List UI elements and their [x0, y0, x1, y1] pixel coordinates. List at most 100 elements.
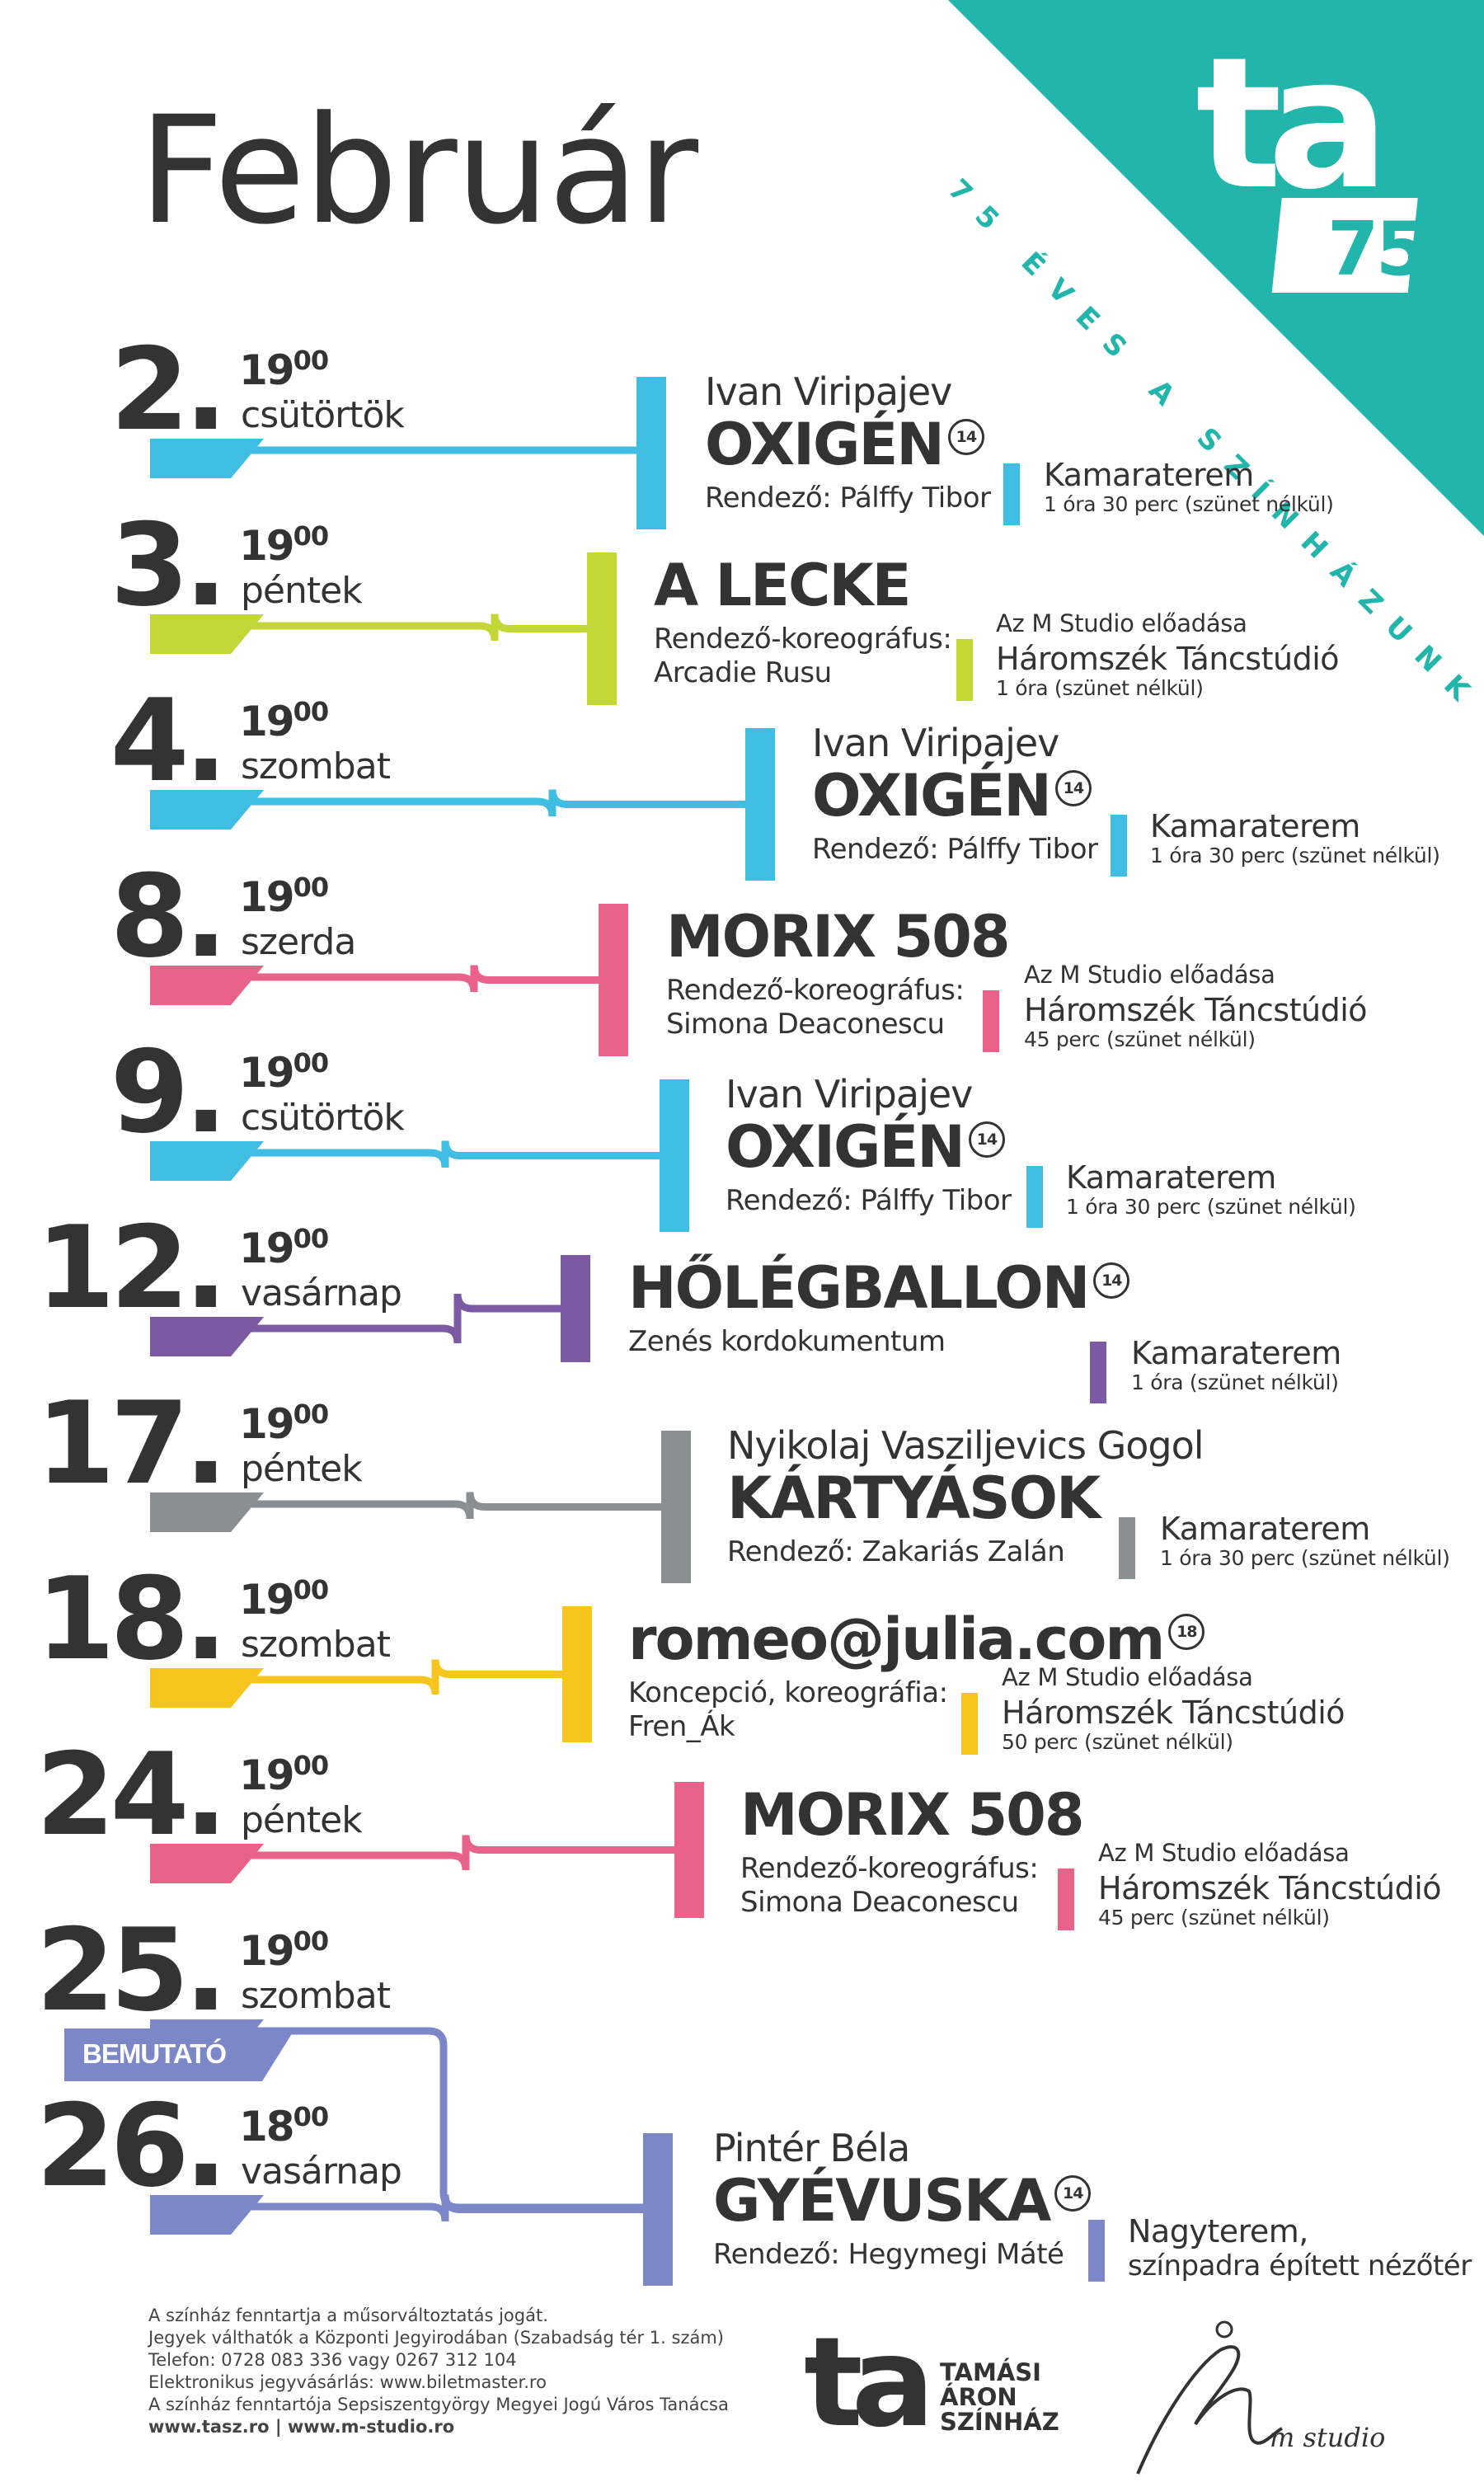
venue-name: Kamaraterem — [1044, 457, 1254, 493]
event-time: 1900 — [239, 874, 329, 918]
director-line: Rendező: Hegymegi Máté — [713, 2238, 1064, 2271]
day-number: 26. — [35, 2080, 228, 2212]
footer-line: A színház fenntartja a műsorváltoztatás … — [148, 2306, 548, 2325]
director-line: Arcadie Rusu — [654, 656, 832, 689]
day-number: 12. — [35, 1201, 228, 1334]
premiere-connector — [247, 2027, 643, 2212]
premiere-tag-shape — [64, 2028, 295, 2081]
weekday: szombat — [241, 745, 391, 787]
play-author: Pintér Béla — [713, 2126, 910, 2170]
time-hour: 19 — [239, 522, 295, 570]
director-line: Rendező: Pálffy Tibor — [812, 833, 1098, 866]
weekday: szerda — [241, 921, 356, 963]
premiere-tag: BEMUTATÓ — [82, 2038, 227, 2069]
venue-company: Az M Studio előadása — [996, 609, 1247, 637]
date-tab — [150, 1844, 264, 1883]
play-title-text: OXIGÉN — [705, 411, 945, 478]
weekday: péntek — [241, 1448, 363, 1490]
play-title-text: MORIX 508 — [666, 903, 1011, 971]
teal-corner-banner — [948, 0, 1484, 536]
play-title: MORIX 508 — [666, 908, 1011, 966]
weekday: szombat — [241, 1975, 391, 2017]
venue-bar — [1003, 463, 1020, 525]
event-time: 1900 — [239, 698, 329, 745]
play-author: Ivan Viripajev — [726, 1072, 973, 1116]
venue-bar — [956, 639, 973, 701]
venue-name: Háromszék Táncstúdió — [1024, 992, 1368, 1028]
venue-name: Nagyterem, — [1128, 2213, 1308, 2249]
director-line: Zenés kordokumentum — [628, 1325, 946, 1358]
time-hour: 19 — [239, 698, 295, 745]
age-rating-badge: 14 — [947, 419, 984, 455]
play-title: OXIGÉN 14 — [726, 1118, 1005, 1176]
play-title: OXIGÉN 14 — [705, 416, 984, 473]
time-minutes: 00 — [293, 1047, 330, 1079]
director-line: Rendező-koreográfus: — [740, 1852, 1039, 1885]
venue-name: Háromszék Táncstúdió — [1002, 1695, 1345, 1731]
age-rating-badge: 14 — [1093, 1262, 1130, 1299]
play-title-text: OXIGÉN — [812, 762, 1052, 830]
play-title: A LECKE — [654, 557, 911, 614]
event-connector — [247, 1659, 562, 1695]
weekday: vasárnap — [241, 2151, 402, 2193]
event-bar — [660, 1079, 689, 1232]
time-minutes: 00 — [293, 520, 330, 552]
day-number: 18. — [35, 1553, 228, 1685]
event-bar — [674, 1782, 704, 1918]
weekday: péntek — [241, 570, 363, 612]
event-connector — [247, 789, 745, 817]
date-tab — [150, 1317, 264, 1356]
director-line: Rendező: Zakariás Zalán — [727, 1535, 1065, 1568]
director-line: Rendező-koreográfus: — [666, 974, 965, 1007]
play-title-text: HŐLÉGBALLON — [628, 1254, 1090, 1322]
venue-duration: 1 óra 30 perc (szünet nélkül) — [1150, 844, 1440, 867]
play-title: HŐLÉGBALLON 14 — [628, 1259, 1130, 1317]
venue-name: Kamaraterem — [1066, 1159, 1276, 1196]
play-title-text: GYÉVUSKA — [713, 2167, 1051, 2235]
event-bar — [636, 377, 666, 529]
venue-duration: 1 óra 30 perc (szünet nélkül) — [1044, 492, 1334, 516]
day-number: 25. — [35, 1904, 228, 2037]
venue-bar — [1090, 1342, 1106, 1403]
time-minutes: 00 — [293, 1223, 330, 1254]
date-tab — [150, 1492, 264, 1532]
time-minutes: 00 — [293, 1574, 330, 1605]
event-bar — [599, 904, 628, 1056]
event-bar — [661, 1431, 691, 1583]
venue-bar — [1111, 815, 1127, 877]
time-hour: 19 — [239, 1751, 295, 1799]
event-connector — [247, 1492, 661, 1520]
venue-duration: 1 óra 30 perc (szünet nélkül) — [1160, 1546, 1450, 1570]
venue-bar — [961, 1693, 978, 1755]
venue-duration: 50 perc (szünet nélkül) — [1002, 1730, 1233, 1754]
director-line: Rendező-koreográfus: — [654, 623, 952, 656]
time-hour: 19 — [239, 1049, 295, 1097]
m-studio-logo — [1136, 2320, 1284, 2475]
event-time: 1800 — [239, 2104, 329, 2147]
date-tab — [150, 439, 264, 478]
time-hour: 19 — [239, 346, 295, 394]
weekday: szombat — [241, 1624, 391, 1666]
event-bar — [643, 2133, 673, 2286]
venue-bar — [1058, 1869, 1074, 1930]
weekday: csütörtök — [241, 394, 405, 436]
m-studio-word: m studio — [1270, 2422, 1386, 2453]
venue-duration: 45 perc (szünet nélkül) — [1024, 1027, 1256, 1051]
venue-duration: színpadra épített nézőtér — [1128, 2249, 1472, 2282]
play-author: Ivan Viripajev — [705, 369, 952, 414]
venue-duration: 1 óra (szünet nélkül) — [1131, 1370, 1339, 1394]
footer-line: Jegyek válthatók a Központi Jegyirodában… — [148, 2328, 724, 2348]
time-minutes: 00 — [293, 1925, 330, 1957]
time-minutes: 00 — [293, 1398, 330, 1430]
time-hour: 19 — [239, 873, 295, 921]
footer-line: A színház fenntartója Sepsiszentgyörgy M… — [148, 2395, 729, 2414]
event-bar — [562, 1606, 592, 1742]
venue-duration: 1 óra (szünet nélkül) — [996, 676, 1204, 700]
time-hour: 19 — [239, 1225, 295, 1272]
venue-bar — [1088, 2220, 1105, 2282]
footer-line: www.tasz.ro | www.m-studio.ro — [148, 2417, 455, 2437]
theatre-logo-mark: ta — [804, 2311, 935, 2455]
play-title: OXIGÉN 14 — [812, 767, 1092, 825]
